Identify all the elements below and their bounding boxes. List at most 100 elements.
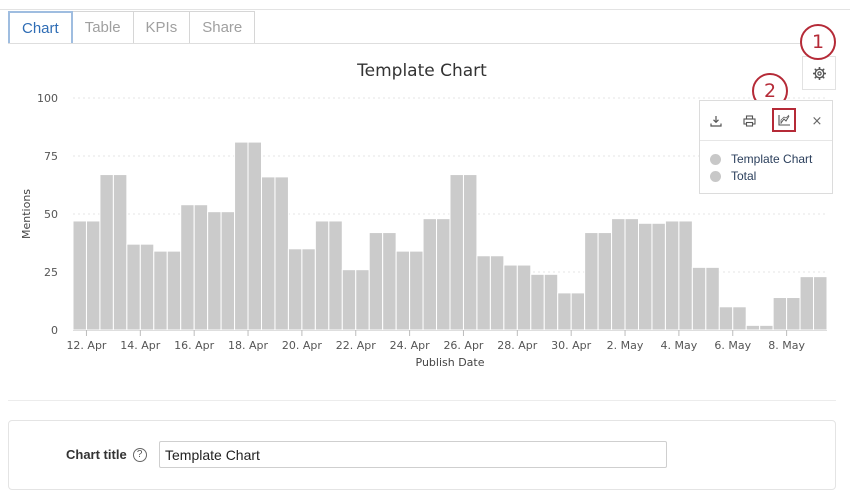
tab-bar: Chart Table KPIs Share: [8, 11, 256, 43]
tab-share[interactable]: Share: [189, 11, 256, 43]
bar-total[interactable]: [139, 243, 155, 331]
close-label: ×: [811, 113, 823, 129]
bar-total[interactable]: [759, 324, 774, 331]
chart-title-input[interactable]: [159, 441, 667, 468]
bar-total[interactable]: [355, 269, 370, 331]
bar-template-chart[interactable]: [72, 220, 87, 331]
bar-template-chart[interactable]: [234, 141, 249, 331]
bar-total[interactable]: [220, 211, 236, 331]
bar-template-chart[interactable]: [153, 250, 168, 331]
x-tick-label: 8. May: [768, 339, 805, 352]
legend-label: Total: [731, 169, 757, 183]
bar-total[interactable]: [301, 248, 316, 331]
bar-template-chart[interactable]: [503, 264, 518, 331]
close-icon[interactable]: ×: [806, 110, 828, 132]
bar-total[interactable]: [624, 218, 639, 331]
bar-template-chart[interactable]: [799, 276, 815, 331]
download-icon[interactable]: [705, 110, 727, 132]
menu-toolbar: ×: [700, 101, 832, 141]
chart-type-icon[interactable]: [772, 108, 796, 132]
bar-template-chart[interactable]: [611, 218, 626, 331]
bar-total[interactable]: [597, 232, 613, 331]
bar-total[interactable]: [705, 266, 720, 331]
x-tick-label: 16. Apr: [174, 339, 214, 352]
tab-table[interactable]: Table: [71, 11, 134, 43]
bar-total[interactable]: [678, 220, 693, 331]
bar-total[interactable]: [112, 174, 128, 331]
bar-total[interactable]: [786, 297, 801, 331]
bar-template-chart[interactable]: [261, 176, 276, 331]
legend-dot: [710, 153, 721, 165]
bar-total[interactable]: [462, 174, 478, 331]
bar-template-chart[interactable]: [287, 248, 303, 331]
help-icon[interactable]: ?: [132, 447, 147, 462]
bar-template-chart[interactable]: [180, 204, 195, 331]
x-tick-label: 22. Apr: [336, 339, 376, 352]
bar-template-chart[interactable]: [718, 306, 734, 331]
bar-template-chart[interactable]: [449, 174, 464, 331]
bar-template-chart[interactable]: [530, 273, 545, 331]
chart-title-field-label: Chart title ?: [66, 447, 147, 462]
legend-item-total[interactable]: Total: [710, 168, 756, 184]
x-tick-label: 6. May: [714, 339, 751, 352]
bar-template-chart[interactable]: [772, 297, 788, 331]
bar-total[interactable]: [570, 292, 586, 331]
bar-template-chart[interactable]: [126, 243, 141, 331]
legend-item-template-chart[interactable]: Template Chart: [710, 151, 812, 167]
bar-total[interactable]: [328, 220, 343, 331]
x-tick-label: 20. Apr: [282, 339, 322, 352]
bar-total[interactable]: [516, 264, 532, 331]
chart-menu-panel: × Template Chart Total: [699, 100, 833, 194]
gear-icon: [812, 66, 826, 80]
bar-template-chart[interactable]: [368, 232, 384, 331]
bar-total[interactable]: [409, 250, 424, 331]
tab-chart[interactable]: Chart: [8, 11, 73, 43]
x-axis-label: Publish Date: [416, 356, 485, 369]
bar-template-chart[interactable]: [99, 174, 114, 331]
bar-total[interactable]: [489, 255, 505, 331]
chart-settings-button[interactable]: [802, 56, 836, 90]
x-tick-label: 26. Apr: [443, 339, 483, 352]
chart-title: Template Chart: [356, 61, 487, 81]
y-tick-label: 25: [44, 266, 58, 279]
tabs-divider: [8, 43, 836, 44]
legend-dot: [710, 170, 721, 182]
chart-settings-card: Chart title ?: [8, 420, 836, 490]
bar-total[interactable]: [382, 232, 397, 331]
tab-kpis[interactable]: KPIs: [132, 11, 191, 43]
section-divider: [8, 400, 836, 401]
x-tick-label: 14. Apr: [120, 339, 160, 352]
bar-total[interactable]: [813, 276, 828, 331]
bar-template-chart[interactable]: [745, 324, 761, 331]
bar-template-chart[interactable]: [691, 266, 707, 331]
bar-total[interactable]: [85, 220, 101, 331]
bar-template-chart[interactable]: [584, 232, 599, 331]
print-icon[interactable]: [738, 110, 760, 132]
bar-template-chart[interactable]: [422, 218, 438, 331]
bar-total[interactable]: [543, 273, 559, 331]
bar-total[interactable]: [732, 306, 747, 331]
x-tick-label: 28. Apr: [497, 339, 537, 352]
x-tick-label: 12. Apr: [66, 339, 106, 352]
bar-template-chart[interactable]: [664, 220, 680, 331]
bar-total[interactable]: [166, 250, 182, 331]
bar-template-chart[interactable]: [341, 269, 357, 331]
bar-template-chart[interactable]: [395, 250, 411, 331]
bar-total[interactable]: [247, 141, 263, 331]
y-tick-label: 0: [51, 324, 58, 337]
bar-total[interactable]: [436, 218, 451, 331]
bar-chart: Template Chart 0 25 50 75 100 12. Apr 14. Apr 1…: [20, 61, 828, 369]
bar-total[interactable]: [651, 222, 666, 331]
x-tick-label: 2. May: [607, 339, 644, 352]
bar-template-chart[interactable]: [476, 255, 491, 331]
x-tick-label: 4. May: [661, 339, 698, 352]
callout-badge-1: 1: [800, 24, 836, 60]
bar-total[interactable]: [274, 176, 289, 331]
y-tick-label: 50: [44, 208, 58, 221]
bar-template-chart[interactable]: [314, 220, 330, 331]
bar-template-chart[interactable]: [638, 222, 653, 331]
bar-template-chart[interactable]: [207, 211, 222, 331]
bar-template-chart[interactable]: [557, 292, 572, 331]
chart-title-label: Chart title: [66, 447, 127, 462]
bar-total[interactable]: [193, 204, 209, 331]
